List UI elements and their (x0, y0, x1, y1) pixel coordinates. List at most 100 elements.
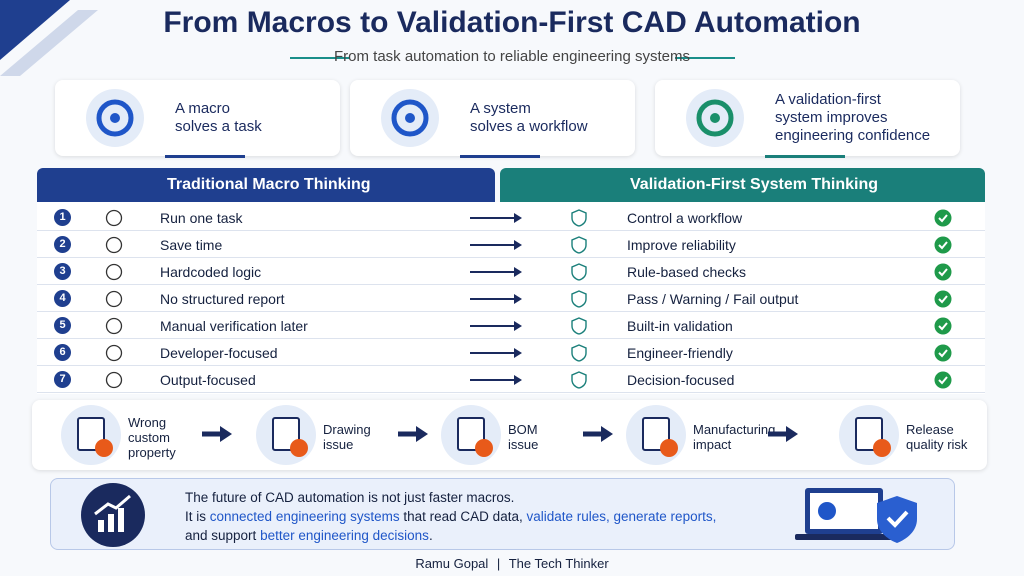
flow-icon (838, 404, 900, 471)
flow-strip (32, 400, 987, 470)
row-left-text: Developer-focused (160, 345, 278, 361)
subtitle: From task automation to reliable enginee… (333, 48, 690, 65)
row-arrow (470, 348, 522, 358)
row-right-text: Decision-focused (627, 372, 735, 388)
comparison-row: 1 Run one task Control a workflow (37, 204, 985, 231)
flow-icon (625, 404, 687, 471)
row-number: 2 (54, 236, 71, 253)
check-icon (934, 236, 952, 254)
card-icon (85, 88, 145, 153)
conclusion-line: The future of CAD automation is not just… (185, 488, 716, 507)
highlight-text: better engineering decisions (260, 528, 429, 543)
row-icon (105, 209, 123, 227)
comparison-row: 4 No structured report Pass / Warning / Fa… (37, 285, 985, 312)
check-icon (934, 371, 952, 389)
check-icon (934, 344, 952, 362)
conclusion-text: The future of CAD automation is not just… (185, 488, 716, 545)
card-line: A system (470, 100, 531, 117)
card-icon (380, 88, 440, 153)
flow-text: Drawing issue (323, 422, 371, 452)
flow-line: Wrong (128, 414, 167, 430)
row-right-text: Improve reliability (627, 237, 736, 253)
row-right-icon (571, 371, 587, 389)
row-right-icon (571, 263, 587, 281)
row-right-text: Built-in validation (627, 318, 733, 334)
flow-line: issue (508, 437, 539, 452)
row-right-icon (571, 344, 587, 362)
card-line: system improves (775, 109, 888, 126)
comparison-row: 6 Developer-focused Engineer-friendly (37, 339, 985, 366)
card-underline (165, 155, 245, 158)
title: From Macros to Validation-First CAD Auto… (163, 6, 861, 39)
row-arrow (470, 294, 522, 304)
comparison-row: 7 Output-focused Decision-focused (37, 366, 985, 393)
card-line: solves a workflow (470, 118, 588, 135)
footer-author: Ramu Gopal (415, 556, 489, 571)
flow-line: Manufacturing (693, 422, 776, 437)
flow-icon (255, 404, 317, 471)
row-left-text: No structured report (160, 291, 285, 307)
card-text: A validation-first system improves enginee… (775, 91, 930, 145)
right-header: Validation-First System Thinking (500, 168, 985, 202)
plain-text: It is (185, 509, 210, 524)
card-line: solves a task (175, 118, 262, 135)
row-arrow (470, 375, 522, 385)
row-right-text: Engineer-friendly (627, 345, 733, 361)
flow-arrow (583, 424, 613, 449)
flow-line: Release (906, 422, 954, 437)
flow-line: property (128, 444, 176, 460)
left-header-text: Traditional Macro Thinking (167, 176, 371, 193)
flow-text: Wrong custom property (128, 415, 176, 460)
flow-icon (60, 404, 122, 471)
right-header-text: Validation-First System Thinking (630, 176, 879, 193)
row-left-text: Save time (160, 237, 223, 253)
flow-line: Drawing (323, 422, 371, 437)
flow-text: Release quality risk (906, 422, 967, 452)
row-right-icon (571, 317, 587, 335)
laptop-shield-icon (795, 488, 917, 543)
row-left-text: Output-focused (160, 372, 256, 388)
row-number: 4 (54, 290, 71, 307)
row-icon (105, 236, 123, 254)
card-text: A macro solves a task (175, 100, 262, 136)
row-left-text: Hardcoded logic (160, 264, 262, 280)
conclusion-line: It is connected engineering systems that… (185, 507, 716, 526)
row-right-icon (571, 236, 587, 254)
row-number: 1 (54, 209, 71, 226)
check-icon (934, 317, 952, 335)
row-arrow (470, 213, 522, 223)
card-icon (685, 88, 745, 153)
comparison-row: 2 Save time Improve reliability (37, 231, 985, 258)
row-right-icon (571, 290, 587, 308)
comparison-row: 3 Hardcoded logic Rule-based checks (37, 258, 985, 285)
growth-icon (81, 483, 145, 547)
left-header: Traditional Macro Thinking (37, 168, 495, 202)
row-left-text: Manual verification later (160, 318, 308, 334)
row-right-text: Control a workflow (627, 210, 743, 226)
rule (675, 57, 735, 59)
row-number: 7 (54, 371, 71, 388)
check-icon (934, 209, 952, 227)
check-icon (934, 290, 952, 308)
footer-separator: | (496, 556, 501, 571)
card-line: engineering confidence (775, 127, 931, 144)
flow-text: Manufacturing impact (693, 422, 775, 452)
flow-arrow (202, 424, 232, 449)
row-arrow (470, 240, 522, 250)
plain-text: and support (185, 528, 261, 543)
corner-decoration (0, 0, 98, 76)
flow-line: BOM (508, 422, 538, 437)
footer: Ramu Gopal | The Tech Thinker (0, 556, 1024, 571)
row-number: 3 (54, 263, 71, 280)
row-number: 6 (54, 344, 71, 361)
card-underline (460, 155, 540, 158)
flow-line: custom (128, 429, 170, 445)
row-right-text: Rule-based checks (627, 264, 747, 280)
row-icon (105, 317, 123, 335)
check-icon (934, 263, 952, 281)
flow-line: issue (323, 437, 354, 452)
plain-text: The future of CAD automation is not just… (185, 490, 515, 505)
row-left-text: Run one task (160, 210, 243, 226)
row-arrow (470, 267, 522, 277)
